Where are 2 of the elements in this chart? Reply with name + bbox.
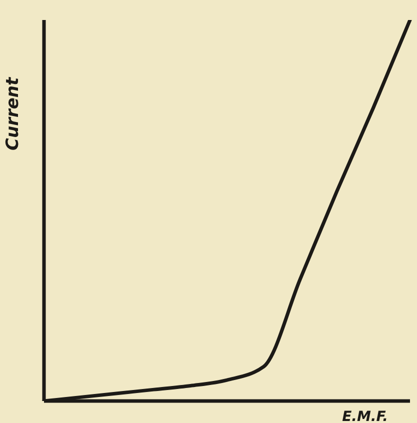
x-axis-title: E.M.F.	[342, 409, 388, 423]
y-axis-title: Current	[3, 76, 24, 150]
